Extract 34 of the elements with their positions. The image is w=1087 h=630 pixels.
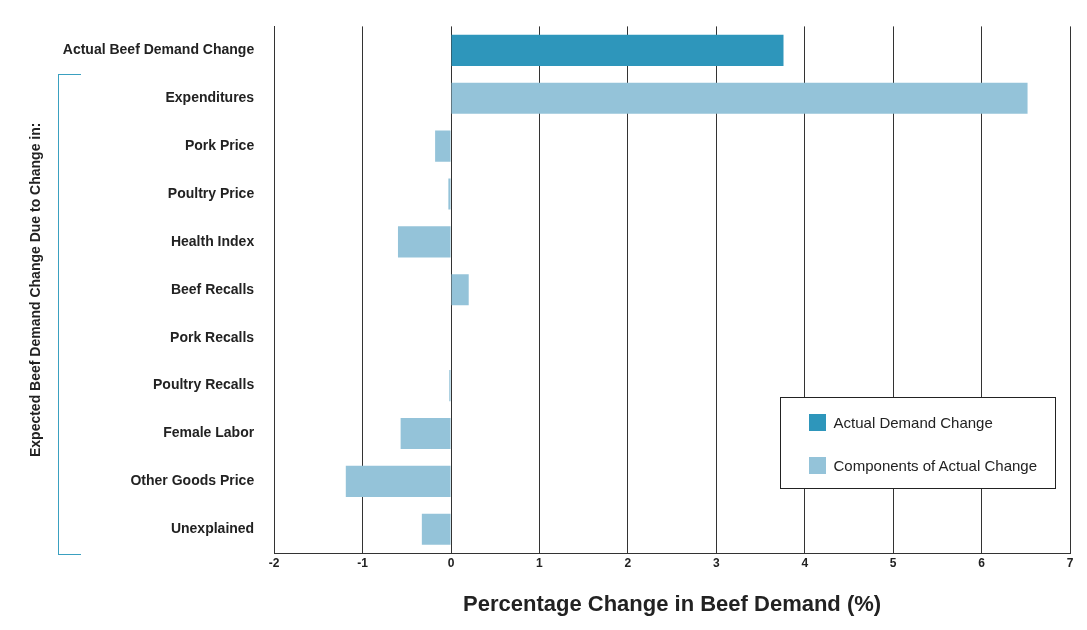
x-tick-label: 5 xyxy=(889,555,897,570)
legend-label: Actual Demand Change xyxy=(833,414,993,432)
bar xyxy=(397,226,451,258)
x-tick-label: 4 xyxy=(801,555,809,570)
bar xyxy=(451,34,784,66)
x-tick-label: 6 xyxy=(978,555,986,570)
y-tick-label: Poultry Recalls xyxy=(153,376,255,393)
y-tick-label: Health Index xyxy=(170,232,255,249)
x-tick-label: 3 xyxy=(712,555,720,570)
y-tick-label: Actual Beef Demand Change xyxy=(62,41,255,58)
y-tick-label: Pork Price xyxy=(184,136,255,153)
x-tick-label: 2 xyxy=(624,555,632,570)
bar xyxy=(435,130,451,162)
y-tick-label: Unexplained xyxy=(170,520,255,537)
bar xyxy=(451,82,1028,114)
bar xyxy=(400,417,451,450)
x-axis-title: Percentage Change in Beef Demand (%) xyxy=(463,590,882,616)
y-tick-label: Beef Recalls xyxy=(170,280,255,297)
legend-label: Components of Actual Change xyxy=(833,457,1037,475)
y-tick-label: Female Labor xyxy=(163,424,255,441)
x-tick-label: 7 xyxy=(1066,555,1074,570)
bar xyxy=(345,465,451,497)
x-tick-label: -2 xyxy=(268,555,280,570)
x-tick-label: 0 xyxy=(447,555,455,570)
y-tick-label: Pork Recalls xyxy=(170,328,255,345)
y-tick-label: Expenditures xyxy=(165,89,255,106)
y-tick-label: Other Goods Price xyxy=(130,472,255,489)
y-axis-title: Expected Beef Demand Change Due to Change in: xyxy=(27,122,44,458)
y-tick-label: Poultry Price xyxy=(167,184,255,201)
bar xyxy=(451,274,469,306)
x-tick-label: 1 xyxy=(536,555,544,570)
bar xyxy=(448,178,451,210)
bar xyxy=(421,513,451,545)
x-tick-label: -1 xyxy=(357,555,369,570)
